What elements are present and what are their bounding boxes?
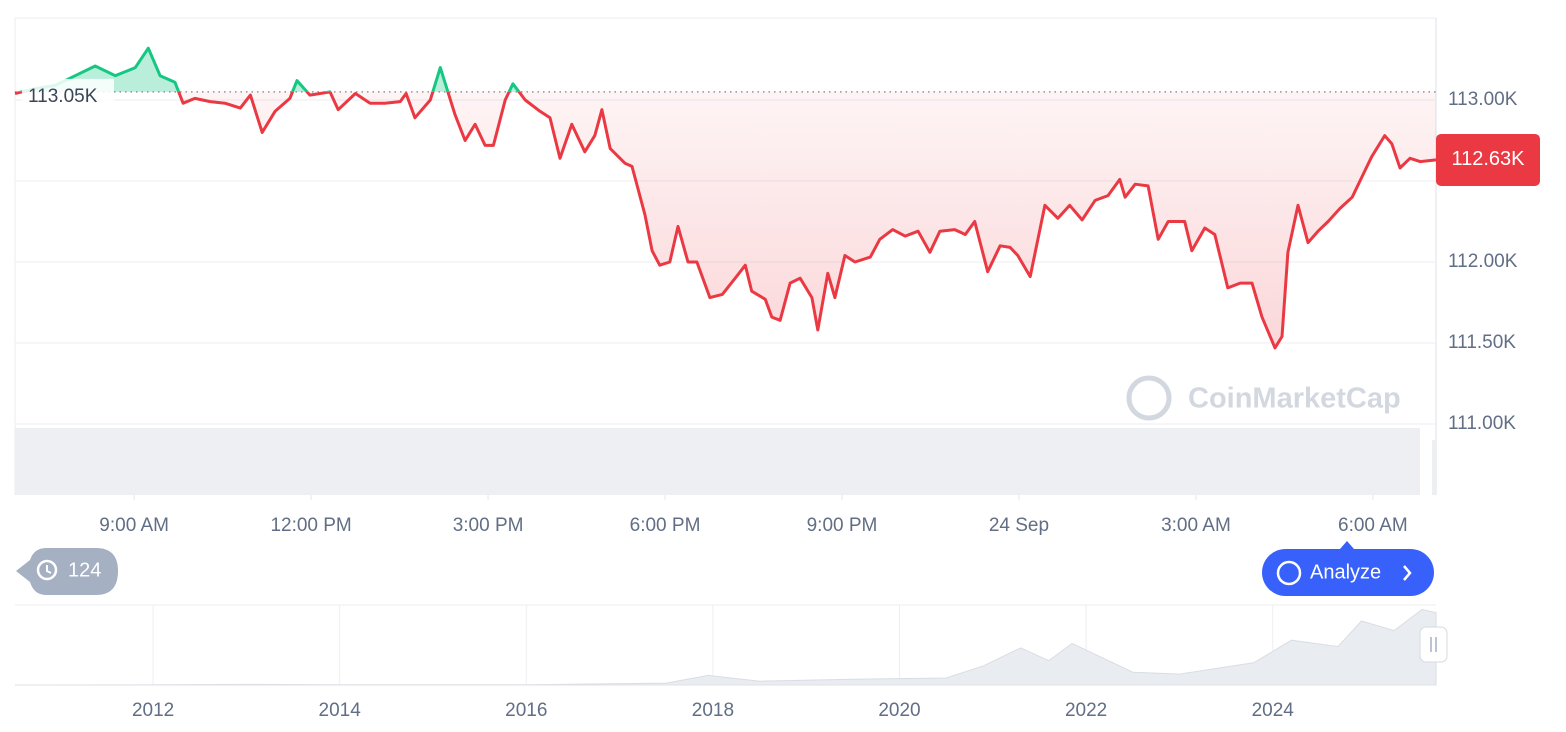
x-tick-label: 9:00 PM <box>807 515 878 536</box>
reference-label: 113.05K <box>28 86 98 107</box>
x-tick-label: 2014 <box>319 700 362 721</box>
x-tick-label: 6:00 AM <box>1338 515 1408 536</box>
area-down <box>15 91 1436 348</box>
x-tick-label: 2012 <box>132 700 174 721</box>
analyze-chevron <box>1403 565 1412 581</box>
x-tick-label: 2024 <box>1252 700 1295 721</box>
y-tick-label: 113.00K <box>1448 89 1518 110</box>
button-caret <box>1340 541 1354 549</box>
y-tick-label: 111.00K <box>1448 413 1516 434</box>
history-count[interactable]: 124 <box>68 559 101 581</box>
watermark-logo <box>1126 375 1172 421</box>
x-tick-label: 3:00 PM <box>453 515 524 536</box>
history-icon <box>36 559 58 581</box>
x-tick-label: 24 Sep <box>989 515 1049 536</box>
history-badge[interactable] <box>16 548 118 595</box>
volume-band <box>1432 440 1436 495</box>
y-tick-label: 112.00K <box>1448 251 1518 272</box>
x-tick-label: 2016 <box>505 700 547 721</box>
analyze-button[interactable] <box>1262 549 1434 596</box>
last-price-badge <box>1436 133 1540 186</box>
area-up <box>15 48 1436 92</box>
reference-label-bg <box>22 78 114 105</box>
history-icon <box>46 565 52 574</box>
y-tick-label: 111.50K <box>1448 332 1516 353</box>
volume-band <box>15 428 1420 495</box>
x-tick-label: 6:00 PM <box>630 515 701 536</box>
analyze-label[interactable]: Analyze <box>1310 561 1381 583</box>
navigator-handle[interactable] <box>1419 626 1448 663</box>
x-tick-label: 2018 <box>692 700 734 721</box>
price-line-down <box>14 91 1437 350</box>
navigator-area <box>14 608 1437 686</box>
x-tick-label: 2022 <box>1065 700 1107 721</box>
analyze-icon <box>1276 560 1302 586</box>
watermark: CoinMarketCap <box>1188 383 1401 415</box>
x-tick-label: 12:00 PM <box>270 515 351 536</box>
x-tick-label: 3:00 AM <box>1161 515 1231 536</box>
x-tick-label: 2020 <box>878 700 920 721</box>
last-price-label: 112.63K <box>1451 148 1525 170</box>
x-tick-label: 9:00 AM <box>99 515 169 536</box>
